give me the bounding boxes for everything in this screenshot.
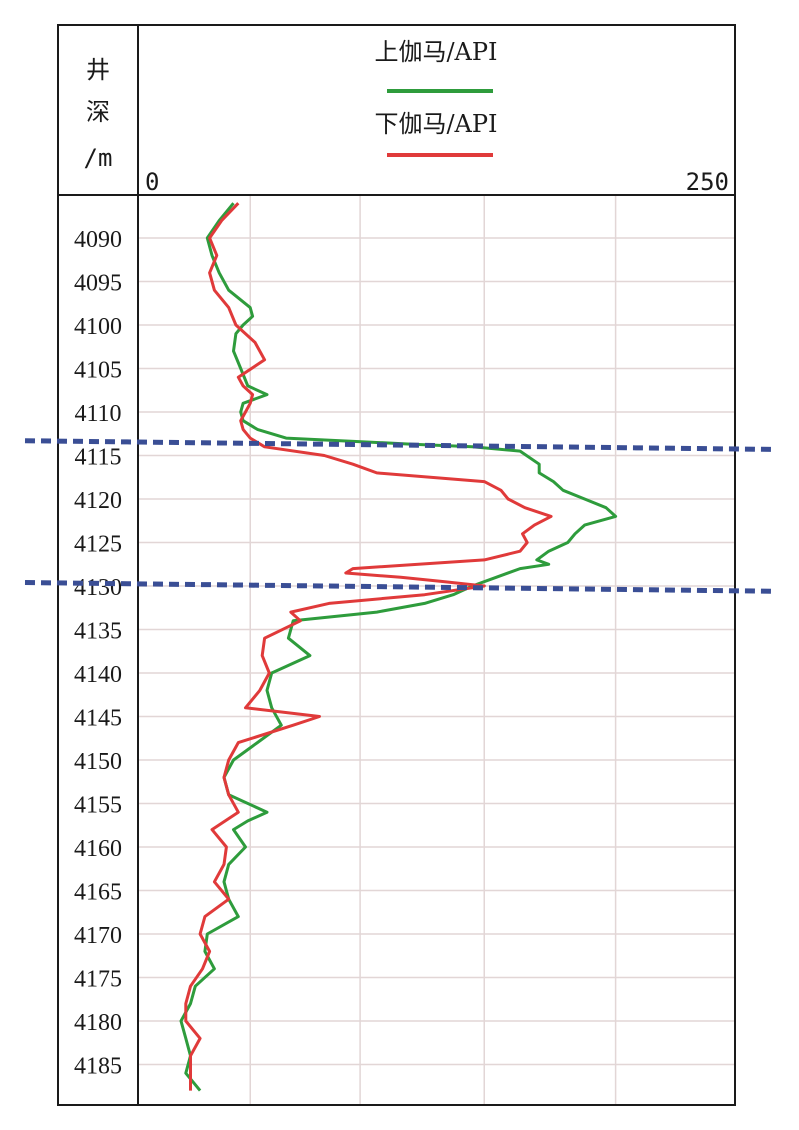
depth-tick-label: 4125 — [74, 532, 122, 558]
boundary-dashed-line — [24, 438, 773, 452]
depth-tick-label: 4130 — [74, 575, 122, 601]
depth-tick-label: 4155 — [74, 793, 122, 819]
series-upper-gamma-line — [179, 202, 618, 1092]
depth-tick-label: 4095 — [74, 271, 122, 297]
boundary-dashed-line — [24, 580, 773, 594]
depth-tick-label: 4160 — [74, 836, 122, 862]
depth-tick-label: 4135 — [74, 619, 122, 645]
depth-tick-label: 4110 — [74, 401, 121, 427]
x-range-min-label: 0 — [145, 168, 159, 196]
depth-tick-label: 4165 — [74, 880, 122, 906]
depth-tick-label: 4145 — [74, 706, 122, 732]
series-lower-gamma-line — [184, 202, 553, 1091]
depth-tick-label: 4090 — [74, 227, 122, 253]
depth-tick-layer: 4090 4095 4100 4105 4110 4115 4120 4125 4130 4135… — [74, 227, 122, 1080]
chart-frame — [57, 24, 736, 1106]
marker-layer — [24, 438, 773, 594]
depth-tick-label: 4140 — [74, 662, 122, 688]
depth-tick-label: 4100 — [74, 314, 122, 340]
depth-header-unit: /m — [84, 144, 113, 172]
legend-label-lower-gamma: 下伽马/API — [374, 110, 497, 138]
depth-tick-label: 4175 — [74, 967, 122, 993]
series-layer — [179, 202, 618, 1092]
depth-tick-label: 4115 — [74, 445, 121, 471]
depth-tick-label: 4150 — [74, 749, 122, 775]
depth-tick-label: 4105 — [74, 358, 122, 384]
depth-header-char-2: 深 — [86, 98, 110, 126]
x-range-max-label: 250 — [686, 168, 729, 196]
depth-tick-label: 4185 — [74, 1054, 122, 1080]
legend-label-upper-gamma: 上伽马/API — [374, 38, 497, 66]
grid-layer — [139, 196, 734, 1104]
depth-tick-label: 4170 — [74, 923, 122, 949]
depth-header-char-1: 井 — [86, 56, 110, 84]
depth-tick-label: 4180 — [74, 1010, 122, 1036]
depth-tick-label: 4120 — [74, 488, 122, 514]
